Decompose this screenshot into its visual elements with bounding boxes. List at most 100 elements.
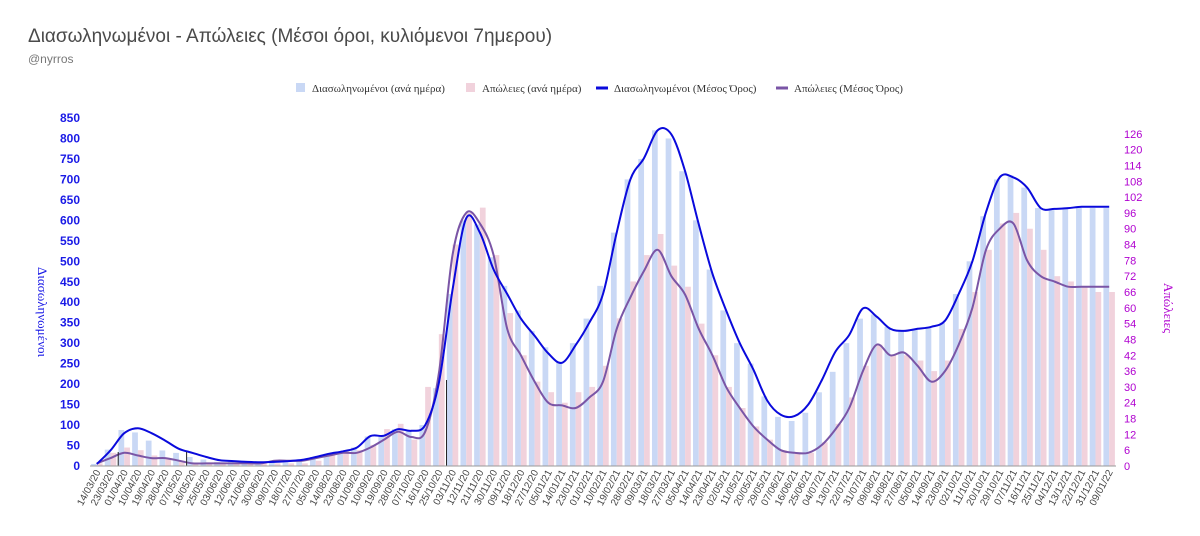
- bar-deaths-daily: [274, 463, 281, 466]
- bar-deaths-daily: [630, 281, 637, 466]
- bar-intubated-daily: [474, 224, 480, 466]
- legend-swatch-1: [296, 83, 305, 92]
- bar-intubated-daily: [788, 420, 795, 466]
- bar-deaths-daily: [1081, 286, 1088, 466]
- bar-deaths-daily: [753, 426, 760, 466]
- y-tick-left: 450: [60, 275, 80, 289]
- bar-deaths-daily: [370, 444, 377, 466]
- bar-deaths-daily: [343, 450, 349, 466]
- bar-intubated-daily: [1062, 208, 1069, 466]
- bar-deaths-daily: [124, 447, 130, 466]
- bar-deaths-daily: [903, 355, 910, 466]
- bar-intubated-daily: [556, 361, 562, 466]
- bar-deaths-daily: [958, 328, 965, 466]
- y-tick-right: 108: [1124, 176, 1142, 188]
- bar-deaths-daily: [945, 360, 951, 466]
- bar-intubated-daily: [843, 343, 850, 466]
- bar-intubated-daily: [364, 436, 371, 466]
- bar-intubated-daily: [993, 179, 1000, 467]
- y-tick-right: 114: [1124, 160, 1142, 172]
- bar-intubated-daily: [1021, 187, 1028, 466]
- y-tick-right: 60: [1124, 303, 1136, 315]
- bar-intubated-daily: [282, 462, 289, 466]
- legend-label-3: Διασωληνωμένοι (Μέσος Όρος): [614, 83, 757, 95]
- bar-deaths-daily: [931, 371, 938, 466]
- bar-intubated-daily: [665, 138, 672, 466]
- y-tick-right: 78: [1124, 255, 1136, 267]
- y-axis-label-left: Διασωληνωμένοι: [35, 267, 50, 357]
- bar-deaths-daily: [315, 460, 322, 466]
- bar-intubated-daily: [870, 314, 877, 466]
- bar-intubated-daily: [775, 416, 781, 466]
- y-tick-right: 24: [1124, 398, 1136, 410]
- y-tick-right: 120: [1124, 145, 1142, 157]
- y-tick-left: 800: [60, 131, 80, 145]
- bar-deaths-daily: [288, 463, 295, 466]
- bar-deaths-daily: [534, 381, 541, 466]
- y-tick-right: 90: [1124, 224, 1136, 236]
- y-tick-left: 50: [67, 439, 81, 453]
- legend-label-4: Απώλειες (Μέσος Όρος): [794, 83, 903, 95]
- bar-intubated-daily: [419, 425, 426, 466]
- y-tick-left: 400: [60, 295, 80, 309]
- bar-deaths-daily: [247, 463, 254, 466]
- bar-deaths-daily: [178, 460, 185, 466]
- bar-deaths-daily: [561, 402, 568, 466]
- y-tick-left: 100: [60, 418, 80, 432]
- bar-deaths-daily: [685, 286, 691, 466]
- bar-deaths-daily: [397, 423, 404, 466]
- bar-deaths-daily: [821, 442, 828, 466]
- legend-swatch-2: [466, 83, 475, 92]
- y-tick-left: 750: [60, 152, 80, 166]
- bar-intubated-daily: [487, 257, 494, 466]
- bar-intubated-daily: [186, 456, 193, 466]
- bar-intubated-daily: [433, 388, 439, 466]
- bar-intubated-daily: [501, 285, 508, 466]
- y-tick-left: 650: [60, 193, 80, 207]
- bar-deaths-daily: [986, 249, 992, 466]
- y-tick-left: 850: [60, 111, 80, 125]
- bar-deaths-daily: [1095, 292, 1102, 466]
- bar-deaths-daily: [233, 463, 240, 466]
- bar-intubated-daily: [884, 326, 891, 466]
- line-intubated-average: [96, 127, 1110, 465]
- bar-intubated-daily: [610, 232, 617, 466]
- bar-intubated-daily: [569, 343, 576, 466]
- bar-deaths-daily: [616, 318, 623, 466]
- bar-intubated-daily: [939, 322, 945, 466]
- bar-intubated-daily: [747, 363, 754, 466]
- y-axis-label-right: Απώλειες: [1161, 283, 1176, 334]
- bar-deaths-daily: [575, 392, 582, 466]
- bar-deaths-daily: [780, 450, 787, 466]
- bar-deaths-daily: [835, 423, 842, 466]
- y-tick-left: 700: [60, 172, 80, 186]
- bar-deaths-daily: [767, 439, 773, 466]
- bar-intubated-daily: [802, 412, 809, 466]
- bar-deaths-daily: [356, 450, 363, 466]
- y-tick-right: 66: [1124, 287, 1136, 299]
- bar-deaths-daily: [1109, 292, 1115, 466]
- y-tick-left: 600: [60, 213, 80, 227]
- bar-deaths-daily: [1068, 281, 1074, 466]
- y-tick-right: 36: [1124, 366, 1136, 378]
- bar-deaths-daily: [739, 408, 746, 466]
- bar-deaths-daily: [110, 452, 117, 466]
- bar-deaths-daily: [1054, 276, 1061, 466]
- y-tick-left: 500: [60, 254, 80, 268]
- bar-deaths-daily: [1013, 212, 1020, 466]
- bar-deaths-daily: [849, 397, 855, 466]
- y-tick-left: 0: [73, 459, 80, 473]
- bar-intubated-daily: [761, 396, 768, 466]
- legend-label-2: Απώλειες (ανά ημέρα): [482, 83, 582, 95]
- bar-deaths-daily: [411, 439, 418, 466]
- bar-intubated-daily: [392, 429, 398, 466]
- bar-deaths-daily: [698, 323, 705, 466]
- bar-intubated-daily: [925, 326, 932, 466]
- y-tick-right: 72: [1124, 271, 1136, 283]
- y-tick-left: 150: [60, 398, 80, 412]
- chart-subtitle: @nyrros: [28, 52, 74, 66]
- y-tick-left: 250: [60, 357, 80, 371]
- bar-intubated-daily: [720, 310, 727, 466]
- bar-deaths-daily: [548, 392, 555, 466]
